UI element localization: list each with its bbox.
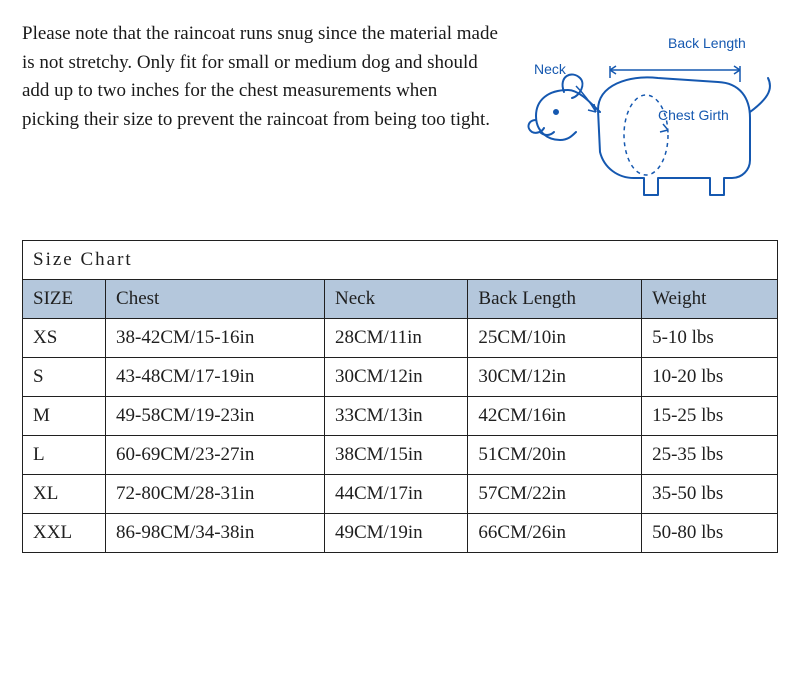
- cell-weight: 5-10 lbs: [642, 319, 778, 358]
- cell-size: XS: [23, 319, 106, 358]
- cell-size: L: [23, 436, 106, 475]
- table-row: L 60-69CM/23-27in 38CM/15in 51CM/20in 25…: [23, 436, 778, 475]
- cell-weight: 10-20 lbs: [642, 358, 778, 397]
- cell-neck: 44CM/17in: [324, 475, 467, 514]
- table-title: Size Chart: [23, 241, 778, 280]
- cell-back: 42CM/16in: [468, 397, 642, 436]
- cell-weight: 50-80 lbs: [642, 514, 778, 553]
- cell-size: XXL: [23, 514, 106, 553]
- cell-chest: 38-42CM/15-16in: [106, 319, 325, 358]
- cell-size: M: [23, 397, 106, 436]
- table-row: S 43-48CM/17-19in 30CM/12in 30CM/12in 10…: [23, 358, 778, 397]
- cell-chest: 60-69CM/23-27in: [106, 436, 325, 475]
- table-row: XXL 86-98CM/34-38in 49CM/19in 66CM/26in …: [23, 514, 778, 553]
- cell-weight: 35-50 lbs: [642, 475, 778, 514]
- size-chart-table: Size Chart SIZE Chest Neck Back Length W…: [22, 240, 778, 553]
- cell-neck: 33CM/13in: [324, 397, 467, 436]
- cell-size: XL: [23, 475, 106, 514]
- cell-back: 66CM/26in: [468, 514, 642, 553]
- cell-neck: 38CM/15in: [324, 436, 467, 475]
- cell-back: 30CM/12in: [468, 358, 642, 397]
- cell-chest: 86-98CM/34-38in: [106, 514, 325, 553]
- col-header-chest: Chest: [106, 280, 325, 319]
- table-row: XS 38-42CM/15-16in 28CM/11in 25CM/10in 5…: [23, 319, 778, 358]
- cell-neck: 28CM/11in: [324, 319, 467, 358]
- cell-chest: 72-80CM/28-31in: [106, 475, 325, 514]
- header-row: Please note that the raincoat runs snug …: [22, 20, 778, 210]
- cell-back: 25CM/10in: [468, 319, 642, 358]
- cell-neck: 49CM/19in: [324, 514, 467, 553]
- col-header-weight: Weight: [642, 280, 778, 319]
- table-header-row: SIZE Chest Neck Back Length Weight: [23, 280, 778, 319]
- cell-size: S: [23, 358, 106, 397]
- dog-diagram: Back Length Neck Chest Girth: [518, 20, 778, 210]
- col-header-size: SIZE: [23, 280, 106, 319]
- cell-weight: 15-25 lbs: [642, 397, 778, 436]
- cell-weight: 25-35 lbs: [642, 436, 778, 475]
- table-title-row: Size Chart: [23, 241, 778, 280]
- table-row: M 49-58CM/19-23in 33CM/13in 42CM/16in 15…: [23, 397, 778, 436]
- cell-back: 51CM/20in: [468, 436, 642, 475]
- col-header-back: Back Length: [468, 280, 642, 319]
- note-text: Please note that the raincoat runs snug …: [22, 20, 498, 134]
- chest-girth-label: Chest Girth: [658, 107, 729, 123]
- col-header-neck: Neck: [324, 280, 467, 319]
- cell-chest: 43-48CM/17-19in: [106, 358, 325, 397]
- back-length-label: Back Length: [668, 35, 746, 51]
- neck-label: Neck: [534, 61, 567, 77]
- table-row: XL 72-80CM/28-31in 44CM/17in 57CM/22in 3…: [23, 475, 778, 514]
- cell-neck: 30CM/12in: [324, 358, 467, 397]
- cell-chest: 49-58CM/19-23in: [106, 397, 325, 436]
- cell-back: 57CM/22in: [468, 475, 642, 514]
